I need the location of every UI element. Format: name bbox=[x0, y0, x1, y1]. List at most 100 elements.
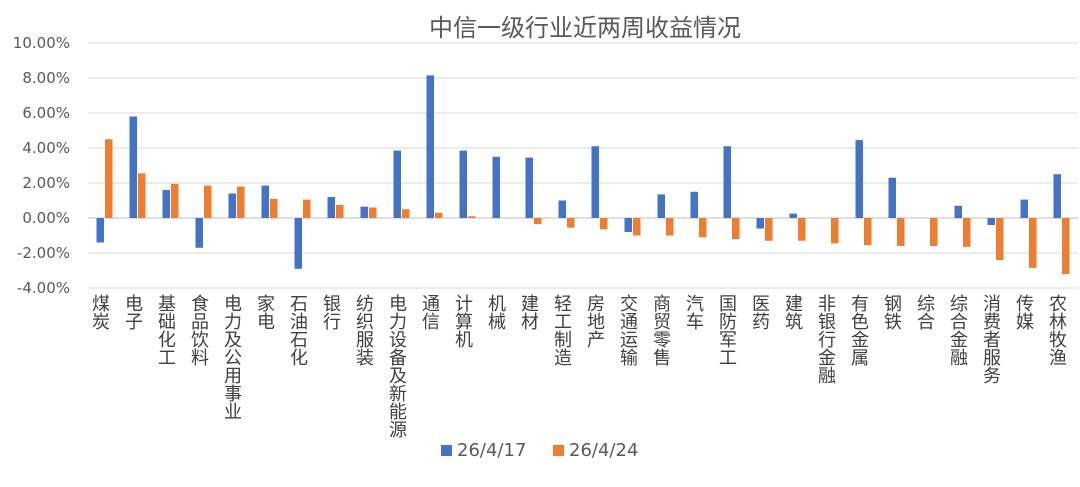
bar-2-28 bbox=[996, 218, 1004, 260]
x-tick-label: 石油石化 bbox=[287, 294, 308, 366]
bar-1-12 bbox=[459, 150, 467, 218]
bar-2-2 bbox=[138, 173, 146, 218]
x-tick-label: 国防军工 bbox=[716, 294, 737, 366]
x-tick-label: 轻工制造 bbox=[551, 294, 572, 366]
bar-2-7 bbox=[303, 199, 311, 218]
x-tick-label: 电子 bbox=[122, 294, 143, 330]
x-tick-label: 通信 bbox=[419, 294, 440, 330]
x-tick-label: 纺织服装 bbox=[353, 294, 374, 366]
x-tick-label-group: 农林牧渔 bbox=[1046, 294, 1067, 366]
x-tick-label-group: 消费者服务 bbox=[980, 294, 1001, 384]
x-tick-label: 农林牧渔 bbox=[1046, 294, 1067, 366]
bar-2-14 bbox=[534, 218, 542, 225]
x-tick-label: 综合金融 bbox=[947, 294, 968, 366]
y-tick-label: -4.00% bbox=[17, 279, 70, 297]
x-tick-label: 计算机 bbox=[452, 294, 473, 348]
x-tick-label-group: 家电 bbox=[254, 294, 275, 330]
bar-2-21 bbox=[765, 218, 773, 241]
x-tick-label-group: 电力设备及新能源 bbox=[386, 294, 407, 439]
bar-1-15 bbox=[558, 200, 566, 218]
bar-2-30 bbox=[1062, 218, 1070, 274]
bar-1-3 bbox=[162, 190, 170, 218]
bar-1-29 bbox=[1020, 199, 1028, 218]
x-tick-label: 汽车 bbox=[683, 294, 704, 330]
bar-2-6 bbox=[270, 198, 278, 218]
x-tick-label: 基础化工 bbox=[155, 294, 176, 366]
bar-2-4 bbox=[204, 185, 212, 218]
bar-1-24 bbox=[855, 140, 863, 218]
bar-1-5 bbox=[228, 193, 236, 218]
bar-2-22 bbox=[798, 218, 806, 241]
legend: 26/4/17 26/4/24 bbox=[441, 440, 638, 461]
x-tick-label-group: 建材 bbox=[518, 294, 539, 330]
x-tick-label-group: 基础化工 bbox=[155, 294, 176, 366]
bar-1-14 bbox=[525, 157, 533, 218]
legend-swatch-1 bbox=[441, 445, 452, 456]
x-tick-label-group: 非银行金融 bbox=[815, 294, 836, 384]
x-tick-label: 商贸零售 bbox=[650, 294, 671, 366]
bar-1-10 bbox=[393, 150, 401, 218]
y-tick-label: -2.00% bbox=[17, 244, 70, 262]
legend-swatch-2 bbox=[553, 445, 564, 456]
x-tick-label-group: 商贸零售 bbox=[650, 294, 671, 366]
bar-2-29 bbox=[1029, 218, 1037, 268]
x-tick-label: 家电 bbox=[254, 294, 275, 330]
x-tick-label-group: 通信 bbox=[419, 294, 440, 330]
bar-1-8 bbox=[327, 197, 335, 218]
x-tick-label-group: 综合金融 bbox=[947, 294, 968, 366]
bar-2-17 bbox=[633, 218, 641, 236]
y-tick-label: 8.00% bbox=[22, 69, 70, 87]
bar-2-15 bbox=[567, 218, 575, 228]
bar-1-13 bbox=[492, 156, 500, 218]
x-tick-label: 房地产 bbox=[584, 294, 605, 348]
x-tick-label-group: 建筑 bbox=[782, 294, 803, 330]
x-tick-label: 医药 bbox=[749, 294, 770, 330]
legend-label-2: 26/4/24 bbox=[569, 440, 638, 461]
x-tick-label: 交通运输 bbox=[617, 294, 638, 367]
x-tick-label: 传媒 bbox=[1013, 294, 1034, 330]
x-tick-label: 电力设备及新能源 bbox=[386, 294, 407, 439]
bar-1-7 bbox=[294, 218, 302, 269]
x-tick-label-group: 机械 bbox=[485, 294, 506, 330]
bars bbox=[96, 75, 1070, 274]
x-tick-label: 消费者服务 bbox=[980, 294, 1001, 384]
bar-2-3 bbox=[171, 183, 179, 218]
bar-1-9 bbox=[360, 206, 368, 218]
bar-2-9 bbox=[369, 207, 377, 218]
x-tick-label: 钢铁 bbox=[881, 294, 902, 330]
x-tick-label-group: 电子 bbox=[122, 294, 143, 330]
bar-1-1 bbox=[96, 218, 104, 243]
x-tick-label-group: 电力及公用事业 bbox=[221, 294, 242, 420]
bar-2-1 bbox=[105, 139, 113, 218]
bar-2-5 bbox=[237, 186, 245, 218]
bar-2-27 bbox=[963, 218, 971, 247]
x-tick-label: 有色金属 bbox=[848, 294, 869, 366]
bar-1-25 bbox=[888, 177, 896, 218]
bar-1-11 bbox=[426, 75, 434, 218]
x-tick-label-group: 汽车 bbox=[683, 294, 704, 330]
x-tick-label-group: 传媒 bbox=[1013, 294, 1034, 330]
x-tick-label-group: 纺织服装 bbox=[353, 294, 374, 366]
x-tick-label-group: 交通运输 bbox=[617, 294, 638, 367]
x-tick-label: 综合 bbox=[914, 294, 935, 330]
y-tick-label: 0.00% bbox=[22, 209, 70, 227]
bar-2-20 bbox=[732, 218, 740, 239]
x-tick-label-group: 食品饮料 bbox=[188, 294, 209, 366]
x-tick-label-group: 石油石化 bbox=[287, 294, 308, 366]
bar-2-25 bbox=[897, 218, 905, 246]
y-axis-tick-labels: 10.00% 8.00% 6.00% 4.00% 2.00% 0.00% -2.00% -4.… bbox=[13, 34, 70, 297]
bar-2-16 bbox=[600, 218, 608, 230]
x-tick-label-group: 有色金属 bbox=[848, 294, 869, 366]
x-tick-label: 非银行金融 bbox=[815, 294, 836, 384]
bar-1-30 bbox=[1053, 174, 1061, 218]
x-tick-label-group: 综合 bbox=[914, 294, 935, 330]
grid-lines bbox=[88, 42, 1078, 289]
x-tick-label: 建筑 bbox=[782, 294, 803, 330]
bar-1-19 bbox=[690, 191, 698, 218]
bar-1-18 bbox=[657, 194, 665, 218]
bar-2-19 bbox=[699, 218, 707, 238]
x-tick-label: 机械 bbox=[485, 294, 506, 330]
y-tick-label: 6.00% bbox=[22, 104, 70, 122]
bar-2-12 bbox=[468, 216, 476, 218]
x-tick-label: 食品饮料 bbox=[188, 294, 209, 366]
